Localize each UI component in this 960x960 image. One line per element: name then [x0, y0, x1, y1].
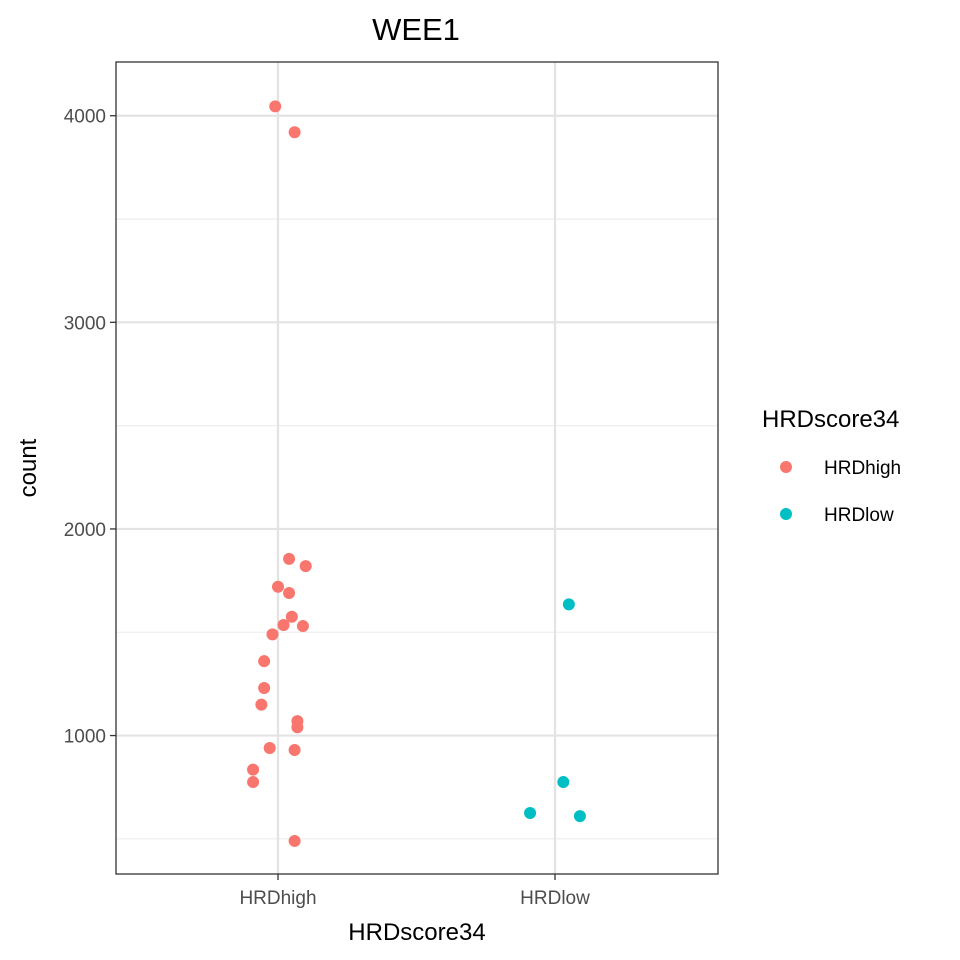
legend-item-hrdlow: HRDlow	[780, 505, 894, 526]
plot-panel-border	[115, 61, 719, 875]
data-points	[247, 100, 586, 847]
data-point	[247, 776, 260, 789]
x-axis: HRDhigh HRDlow	[239, 874, 590, 909]
data-point	[296, 620, 309, 633]
y-tick-label: 1000	[64, 727, 106, 748]
data-point	[277, 619, 290, 632]
legend-item-hrdhigh: HRDhigh	[780, 458, 901, 479]
data-point	[266, 628, 279, 641]
data-point	[288, 744, 301, 757]
data-point	[272, 580, 284, 593]
y-tick-label: 3000	[64, 313, 106, 334]
data-point	[288, 126, 301, 139]
grid	[116, 62, 718, 874]
data-point	[247, 763, 260, 776]
data-point	[258, 682, 271, 695]
data-point	[283, 552, 296, 565]
x-axis-title: HRDscore34	[348, 919, 485, 946]
data-point	[524, 807, 537, 820]
y-tick-label: 2000	[64, 520, 106, 541]
legend-label: HRDlow	[824, 505, 894, 526]
y-axis: 1000 2000 3000 4000	[64, 107, 116, 748]
data-point	[263, 741, 276, 754]
chart-title: WEE1	[372, 12, 460, 47]
data-point	[573, 810, 586, 823]
data-point	[285, 610, 298, 623]
x-tick-label: HRDhigh	[239, 888, 316, 909]
legend-key	[780, 461, 792, 473]
x-tick-label: HRDlow	[520, 888, 590, 909]
data-point	[283, 587, 296, 600]
y-tick-label: 4000	[64, 107, 106, 128]
data-point	[258, 655, 271, 668]
data-point	[299, 560, 312, 573]
data-point	[562, 598, 575, 611]
data-point	[255, 698, 268, 711]
series-hrdhigh	[247, 100, 312, 847]
series-hrdlow	[524, 598, 586, 823]
data-point	[288, 834, 301, 847]
legend-label: HRDhigh	[824, 458, 901, 479]
legend-key	[780, 508, 792, 520]
y-axis-title: count	[15, 438, 42, 497]
data-point	[291, 721, 304, 734]
legend-title: HRDscore34	[762, 406, 899, 433]
data-point	[557, 776, 570, 789]
data-point	[269, 100, 282, 113]
legend: HRDscore34 HRDhigh HRDlow	[762, 406, 901, 526]
